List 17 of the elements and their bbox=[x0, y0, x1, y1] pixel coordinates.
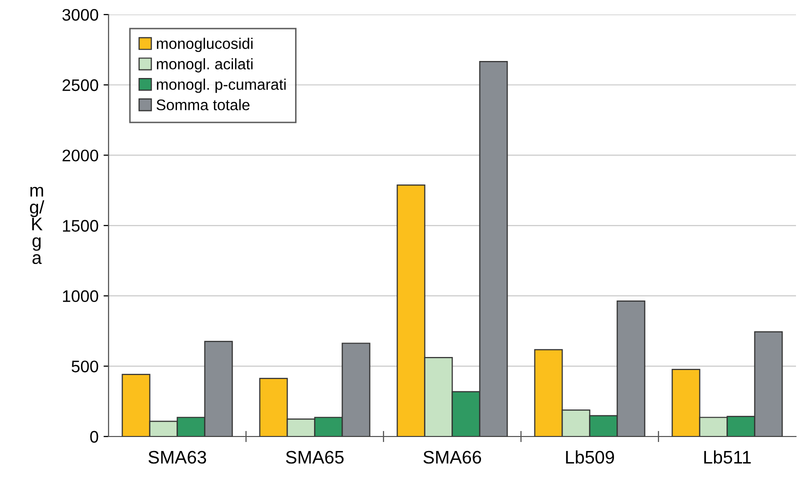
x-tick-label: SMA65 bbox=[286, 450, 344, 464]
legend-label: Somma totale bbox=[156, 99, 250, 110]
legend-label: monogl. acilati bbox=[156, 58, 253, 72]
legend-label: monogl. p-cumarati bbox=[156, 78, 286, 93]
y-tick-label: 1500 bbox=[63, 220, 98, 232]
x-tick-label: Lb511 bbox=[704, 450, 751, 464]
x-tick-label: SMA63 bbox=[148, 450, 206, 464]
x-tick-label: SMA66 bbox=[423, 450, 482, 464]
x-tick-label: Lb509 bbox=[566, 450, 614, 464]
legend-label: monoglucosidi bbox=[156, 38, 253, 52]
y-tick-label: 500 bbox=[72, 360, 98, 372]
y-tick-label: 0 bbox=[90, 430, 98, 443]
y-tick-label: 2000 bbox=[62, 150, 98, 162]
y-tick-label: 3000 bbox=[62, 8, 98, 21]
y-tick-label: 2500 bbox=[62, 79, 98, 92]
y-tick-label: 1000 bbox=[63, 290, 98, 302]
y-axis-title: m g/ K g a bbox=[30, 186, 44, 264]
